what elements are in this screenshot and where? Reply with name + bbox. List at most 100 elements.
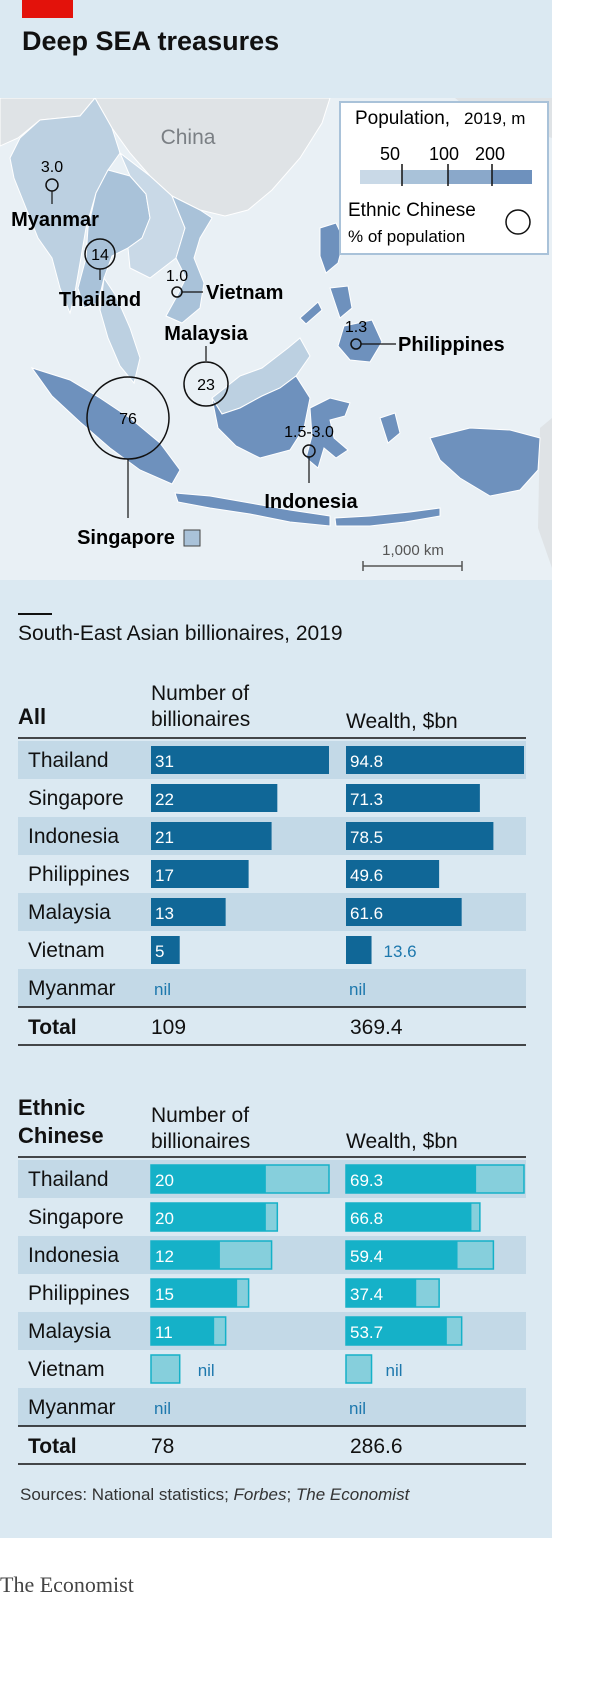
table-1-total-wealth: 369.4 [350,1016,403,1039]
table-1-count-bar [151,822,272,850]
table-2-total-wealth: 286.6 [350,1435,403,1458]
vietnam-label: Vietnam [206,282,283,304]
table-1-wealth-label: 94.8 [350,752,383,771]
table-2-row-band [18,1388,526,1426]
table-2-total-label: Total [28,1435,77,1458]
source-separator: ; [286,1485,296,1504]
myanmar-land [9,98,121,315]
java-land [174,492,331,527]
china-label: China [161,126,216,149]
table-1-row-label: Vietnam [28,939,105,962]
legend-circle-icon [505,209,531,235]
vietnam-value: 1.0 [166,268,188,285]
table-2-wealth-label: 37.4 [350,1285,383,1304]
table-2-group-label-line-2: Chinese [18,1123,104,1148]
table-1-count-nil-label: nil [154,980,171,999]
table-1-count-header-line-2: billionaires [151,708,250,731]
table-2-wealth-label: 69.3 [350,1171,383,1190]
philippines-value: 1.3 [345,319,367,336]
nusa-tenggara-land [334,507,441,527]
table-2-wealth-bar [346,1317,447,1345]
table-2-row-label: Indonesia [28,1244,119,1267]
table-2-count-total-outline [150,1354,181,1384]
table-1-row-label: Indonesia [28,825,119,848]
table-1-count-bar [151,784,278,812]
chart-title: Deep SEA treasures [22,26,280,56]
table-2-wealth-bar [346,1203,472,1231]
chart-subtitle: South-East Asian billionaires, 2019 [18,622,343,645]
table-2-wealth-bar [346,1279,417,1307]
map: Population, 2019, m 50 100 200 Ethnic Ch… [0,98,552,580]
table-1-row-label: Philippines [28,863,130,886]
vietnam-land [165,194,213,324]
china-land [0,98,331,217]
table-2-count-label: 20 [155,1209,174,1228]
table-1-count-label: 21 [155,828,174,847]
table-2-wealth-label: 59.4 [350,1247,383,1266]
table-2-count-header-line-2: billionaires [151,1130,250,1153]
table-1-count-bar [151,936,180,964]
table-1-wealth-label: 49.6 [350,866,383,885]
table-1-count-label: 31 [155,752,174,771]
table-2-wealth-label: 66.8 [350,1209,383,1228]
table-2-count-label: 11 [155,1323,173,1342]
billionaire-tables: All Number of billionaires Wealth, $bn Thail… [18,682,526,1465]
scale-bar-label: 1,000 km [382,542,444,559]
table-1-row-label: Malaysia [28,901,111,924]
visayas-land [329,285,353,319]
singapore-label: Singapore [77,527,175,549]
table-1-wealth-bar [346,898,462,926]
table-1-count-label: 17 [155,866,174,885]
indonesia-label: Indonesia [264,491,358,513]
table-2-wealth-nil-label: nil [386,1361,403,1380]
papua-land [429,427,541,497]
singapore-square-icon [183,529,201,547]
table-2-count-bar [151,1317,215,1345]
borneo-indonesia [211,375,311,459]
malaysia-value: 23 [197,377,215,394]
table-2-count-label: 20 [155,1171,174,1190]
table-1-wealth-label: 61.6 [350,904,383,923]
source-prefix: Sources: National statistics; [20,1485,234,1504]
legend-scale-100: 100 [429,144,459,164]
table-1-wealth-bar [346,860,440,888]
legend-swatch-3 [448,170,492,184]
table-2-count-bar [151,1203,266,1231]
malaysia-peninsula [99,276,141,385]
table-1-count-bar [151,746,329,774]
indonesia-value: 1.5-3.0 [284,424,334,441]
source-note: Sources: National statistics; Forbes; Th… [20,1485,409,1505]
legend-scale-50: 50 [380,144,400,164]
table-2-count-nil-label: nil [198,1361,215,1380]
table-1-count-label: 5 [155,942,164,961]
table-2-wealth-total-outline [345,1354,373,1384]
table-1-row-band [18,969,526,1007]
table-1-row-label: Myanmar [28,977,116,1000]
table-2-row-label: Myanmar [28,1396,116,1419]
table-2-wealth-header-line-1: Wealth, $bn [346,1130,458,1153]
table-2-count-header-line-1: Number of [151,1104,249,1127]
legend-ethnic-sublabel: % of population [348,227,465,246]
malaysia-label: Malaysia [164,323,248,345]
myanmar-value: 3.0 [41,159,63,176]
legend-swatch-2 [402,170,448,184]
luzon-land [319,222,345,274]
table-1-wealth-nil-label: nil [349,980,366,999]
table-2-wealth-bar [346,1165,477,1193]
table-2-row-label: Thailand [28,1168,109,1191]
table-1-count-header-line-1: Number of [151,682,249,705]
table-1-wealth-bar [346,936,372,964]
table-2-row-label: Singapore [28,1206,124,1229]
png-land [538,418,552,568]
source-economist: The Economist [295,1485,410,1504]
chart-panel: Deep SEA treasures [0,0,552,1538]
table-1-wealth-label: 78.5 [350,828,383,847]
table-2-row-label: Vietnam [28,1358,105,1381]
legend-ethnic-label: Ethnic Chinese [348,200,476,221]
palawan-land [299,301,323,325]
source-forbes: Forbes [233,1485,287,1504]
legend-scale-200: 200 [475,144,505,164]
table-2-count-label: 15 [155,1285,174,1304]
table-2-count-bar [151,1279,238,1307]
legend-swatch-1 [360,170,402,184]
